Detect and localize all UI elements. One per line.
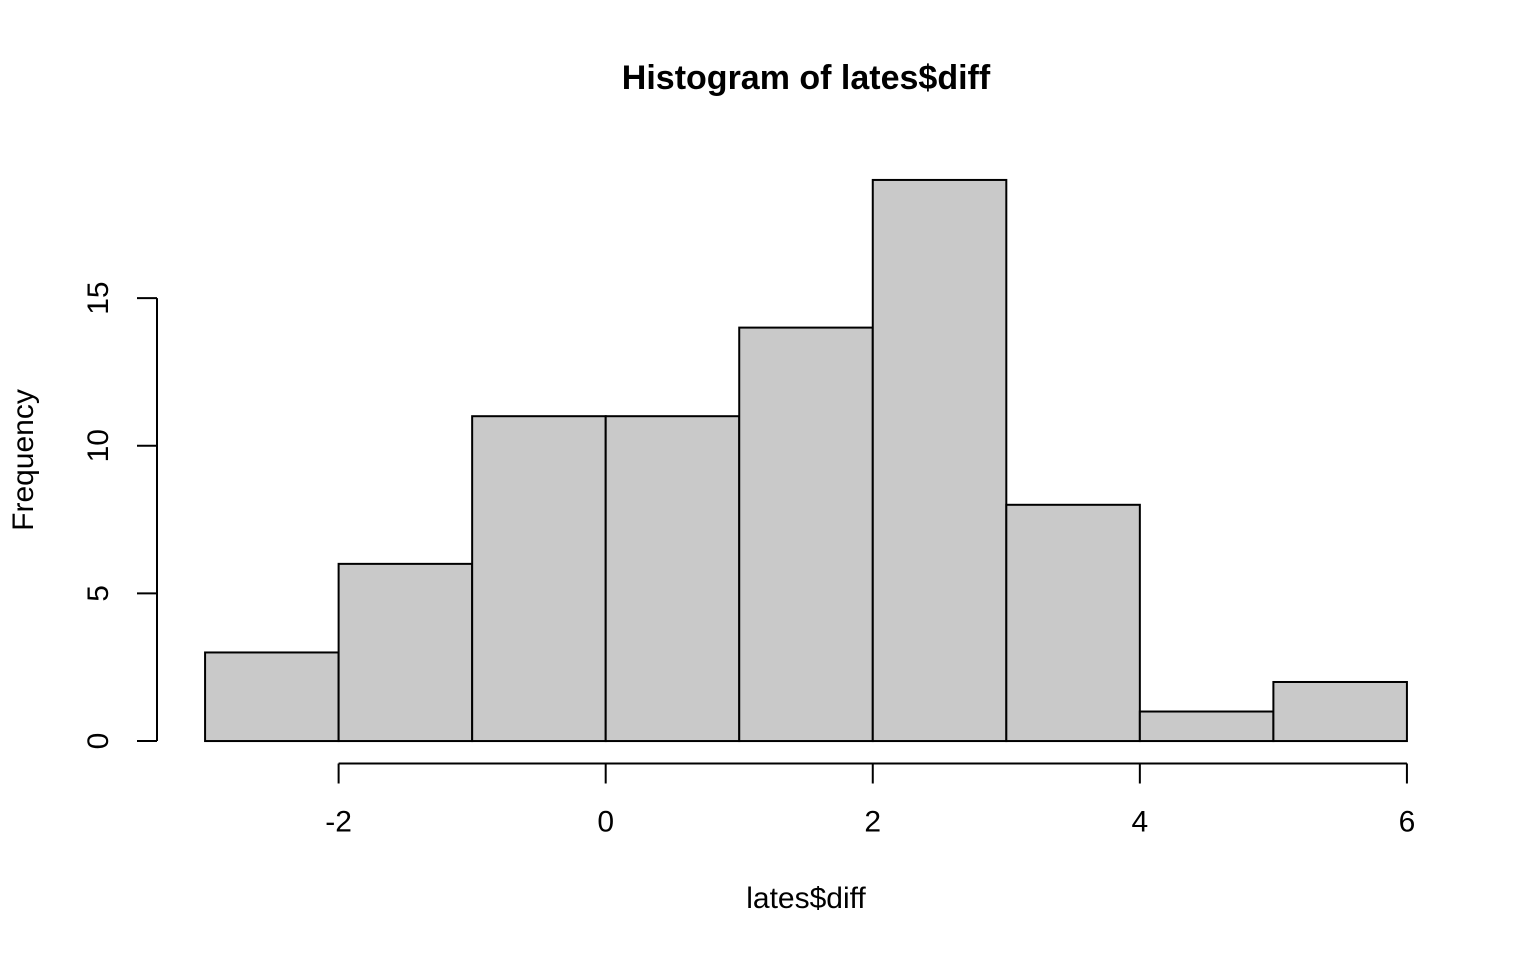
x-axis-label: lates$diff: [746, 882, 866, 915]
x-tick-label: -2: [325, 805, 352, 838]
bar: [738, 326, 874, 743]
chart-title: Histogram of lates$diff: [622, 59, 991, 97]
bar: [1005, 503, 1141, 743]
bar: [471, 415, 607, 743]
bar: [1272, 680, 1408, 743]
x-tick-label: 0: [597, 805, 614, 838]
x-tick-label: 2: [864, 805, 881, 838]
y-tick-label: 15: [82, 281, 115, 314]
y-tick-label: 0: [82, 733, 115, 750]
bar: [604, 415, 741, 743]
bar: [337, 562, 474, 743]
y-tick-label: 5: [82, 585, 115, 602]
x-tick-label: 4: [1132, 805, 1149, 838]
x-tick-label: 6: [1399, 805, 1416, 838]
y-tick-label: 10: [82, 429, 115, 462]
y-axis-label: Frequency: [7, 389, 40, 531]
bar: [1138, 710, 1275, 743]
bar: [204, 651, 340, 743]
bar: [871, 178, 1008, 743]
